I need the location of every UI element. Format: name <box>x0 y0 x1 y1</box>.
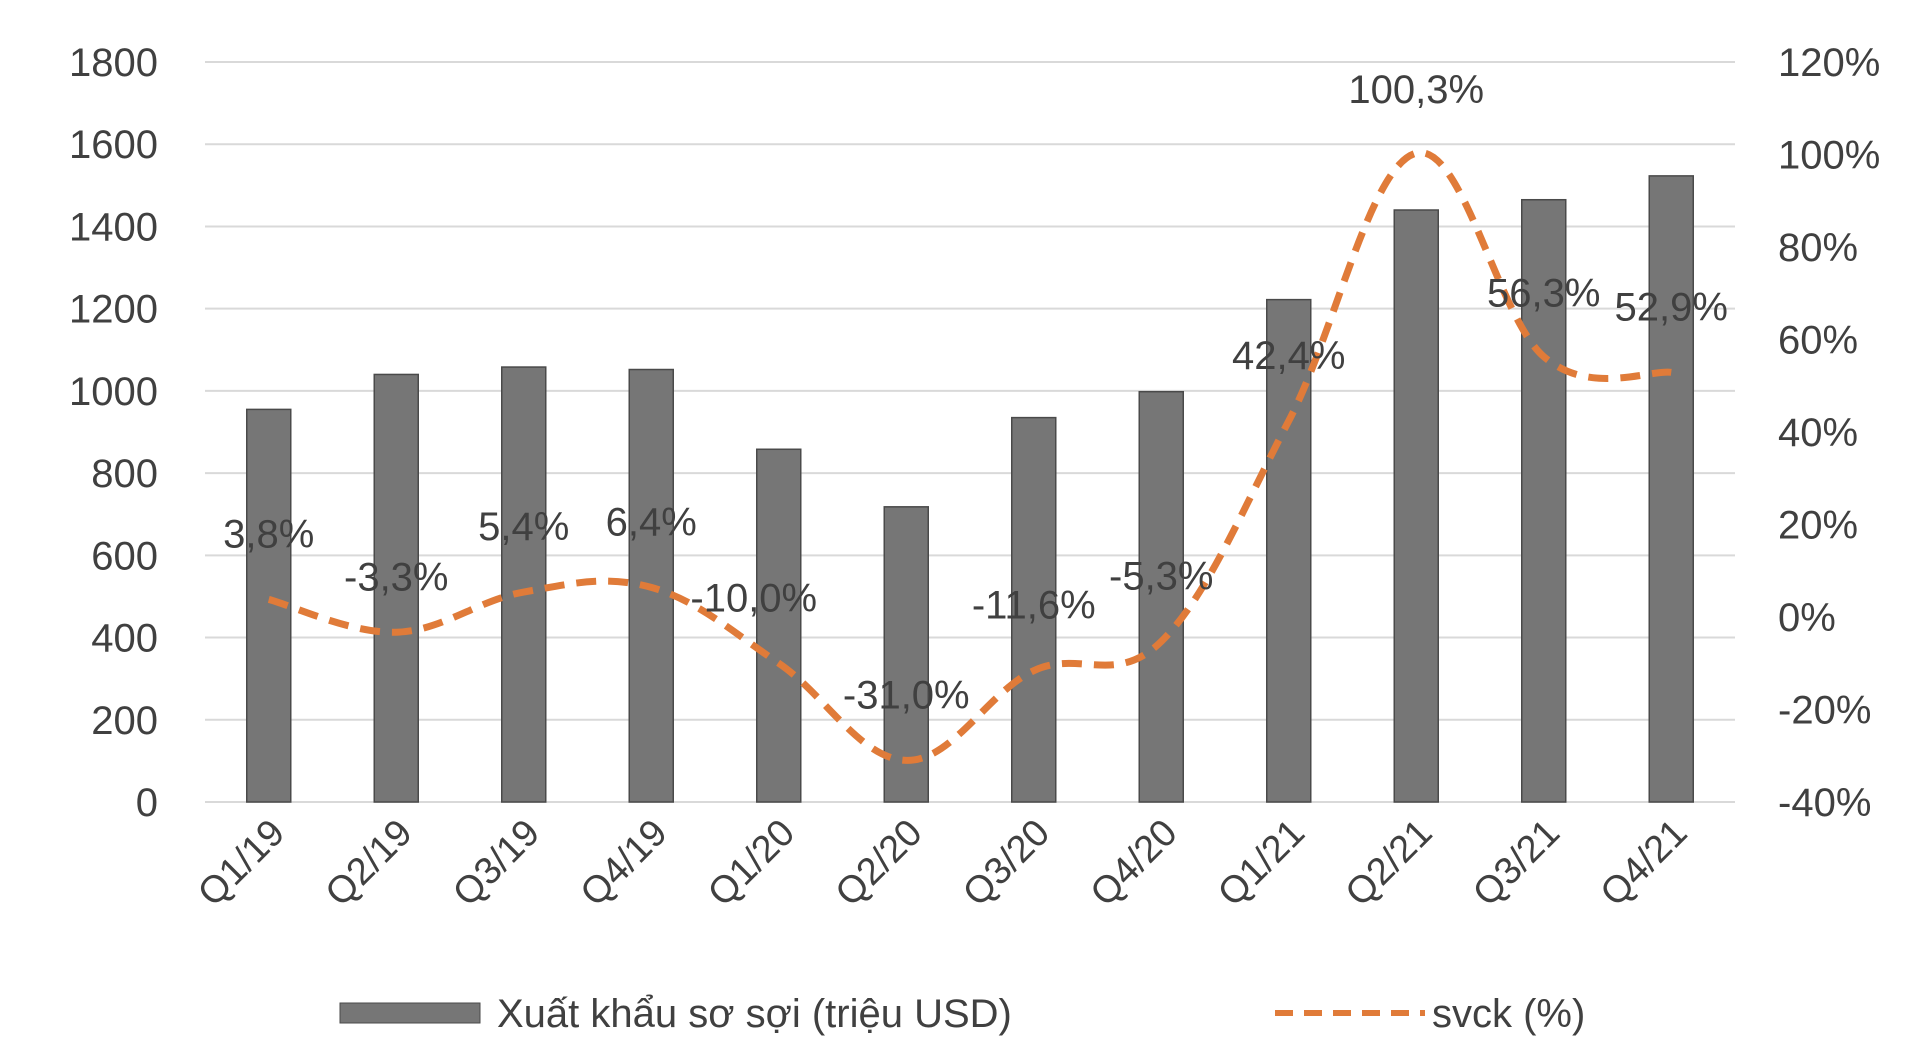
line-data-label: -31,0% <box>843 673 970 717</box>
x-tick-label: Q3/19 <box>445 812 548 915</box>
line-data-label: 56,3% <box>1487 272 1600 316</box>
x-tick-label: Q1/20 <box>700 812 803 915</box>
legend-bar-label: Xuất khẩu sơ sợi (triệu USD) <box>497 992 1012 1036</box>
bar-Q4/20 <box>1138 390 1184 803</box>
bar-Q3/20 <box>1011 416 1057 803</box>
x-tick-label: Q4/20 <box>1083 812 1186 915</box>
right-tick-label: 100% <box>1778 134 1880 178</box>
left-tick-label: 1800 <box>69 41 158 85</box>
left-tick-label: 400 <box>91 617 158 661</box>
left-tick-label: 800 <box>91 452 158 496</box>
bar-Q4/21 <box>1648 175 1694 803</box>
line-series <box>267 149 1672 764</box>
line-data-label: -11,6% <box>972 584 1096 628</box>
right-tick-label: -40% <box>1778 781 1871 825</box>
right-axis-ticks: -40% -20% 0% 20% 40% 60% 80% 100% 120% <box>1778 41 1880 825</box>
line-data-label: 3,8% <box>223 512 314 556</box>
line-data-label: -5,3% <box>1109 555 1214 599</box>
bar-Q2/21 <box>1393 209 1439 803</box>
right-tick-label: 60% <box>1778 319 1858 363</box>
line-data-label: 100,3% <box>1348 68 1484 112</box>
bar-Q3/19 <box>501 366 547 803</box>
right-tick-label: 20% <box>1778 504 1858 548</box>
left-tick-label: 1400 <box>69 205 158 249</box>
left-axis-ticks: 0 200 400 600 800 1000 1200 1400 1600 1800 <box>69 41 158 825</box>
x-tick-label: Q3/20 <box>955 812 1058 915</box>
gridlines <box>205 61 1735 803</box>
right-tick-label: 40% <box>1778 411 1858 455</box>
line-data-labels: 3,8% -3,3% 5,4% 6,4% -10,0% -31,0% -11,6% -5,3%… <box>223 68 1728 717</box>
x-tick-label: Q2/20 <box>828 812 931 915</box>
x-tick-label: Q1/21 <box>1210 812 1313 915</box>
x-axis-ticks: Q1/19 Q2/19 Q3/19 Q4/19 Q1/20 Q2/20 Q3/20 Q4/20… <box>190 812 1695 915</box>
line-data-label: -3,3% <box>344 555 449 599</box>
bar-Q3/21 <box>1521 198 1567 803</box>
yoy-line <box>267 149 1672 764</box>
legend-bar-swatch <box>339 1002 481 1024</box>
left-tick-label: 1600 <box>69 123 158 167</box>
left-tick-label: 0 <box>136 781 158 825</box>
x-tick-label: Q3/21 <box>1465 812 1568 915</box>
line-data-label: -10,0% <box>690 576 817 620</box>
bar-Q1/20 <box>756 448 802 803</box>
left-tick-label: 600 <box>91 534 158 578</box>
line-data-label: 42,4% <box>1232 334 1345 378</box>
right-tick-label: 120% <box>1778 41 1880 85</box>
legend-line-label: svck (%) <box>1432 992 1585 1036</box>
left-tick-label: 1200 <box>69 288 158 332</box>
right-tick-label: 0% <box>1778 596 1836 640</box>
right-tick-label: 80% <box>1778 226 1858 270</box>
bar-Q2/20 <box>883 506 929 803</box>
left-tick-label: 1000 <box>69 370 158 414</box>
bar-Q2/19 <box>373 373 419 803</box>
x-tick-label: Q4/21 <box>1593 812 1696 915</box>
line-data-label: 5,4% <box>478 505 569 549</box>
bar-series <box>246 175 1694 803</box>
x-tick-label: Q1/19 <box>190 812 293 915</box>
x-tick-label: Q4/19 <box>573 812 676 915</box>
legend: Xuất khẩu sơ sợi (triệu USD) svck (%) <box>339 992 1585 1036</box>
x-tick-label: Q2/21 <box>1338 812 1441 915</box>
x-tick-label: Q2/19 <box>318 812 421 915</box>
left-tick-label: 200 <box>91 699 158 743</box>
line-data-label: 6,4% <box>606 500 697 544</box>
line-data-label: 52,9% <box>1615 285 1728 329</box>
right-tick-label: -20% <box>1778 689 1871 733</box>
